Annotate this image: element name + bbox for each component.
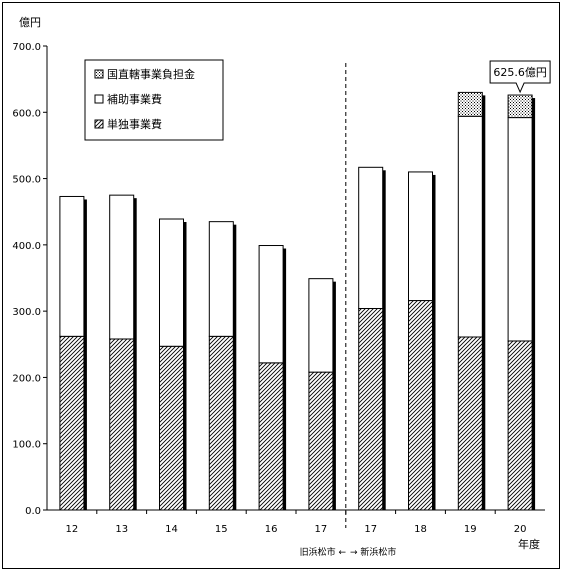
x-tick-label: 17 xyxy=(364,524,377,535)
legend-swatch-white xyxy=(94,94,104,104)
bar-segment xyxy=(507,117,533,342)
bar-segment xyxy=(109,194,135,340)
legend-swatch-hatch xyxy=(94,119,104,129)
bar-segment xyxy=(457,91,483,117)
bar-segment xyxy=(408,171,433,302)
bar-segment xyxy=(208,335,234,511)
bar-segment xyxy=(59,335,85,511)
legend-label-subsidized: 補助事業費 xyxy=(107,92,162,106)
bar-segment xyxy=(358,307,384,511)
divider-left-label: 旧浜松市 ← xyxy=(300,546,347,558)
legend-swatch-dots xyxy=(94,69,104,79)
y-tick-label: 100.0 xyxy=(12,440,41,451)
bar-segment xyxy=(507,94,533,119)
bar-segment xyxy=(358,166,384,309)
bar-segment xyxy=(457,336,483,511)
x-tick-label: 18 xyxy=(414,524,427,535)
x-tick-label: 19 xyxy=(464,524,477,535)
bar-segment xyxy=(59,195,85,337)
y-unit-label: 億円 xyxy=(19,16,41,29)
total-callout: 625.6億円 xyxy=(489,60,551,94)
y-tick-label: 500.0 xyxy=(12,175,41,186)
legend-label-independent: 単独事業費 xyxy=(107,117,162,131)
y-tick-label: 600.0 xyxy=(12,108,41,119)
x-tick-label: 15 xyxy=(215,524,228,535)
x-tick-label: 20 xyxy=(514,524,527,535)
y-tick-label: 400.0 xyxy=(12,241,41,252)
bar-segment xyxy=(258,362,284,511)
legend-box xyxy=(84,59,224,141)
x-tick-label: 14 xyxy=(165,524,178,535)
x-tick-label: 12 xyxy=(66,524,79,535)
bar-segment xyxy=(258,245,284,364)
bar-segment xyxy=(507,340,533,511)
chart-frame: 億円 0.0 100.0 200.0 300.0 400.0 500.0 600.0 700.… xyxy=(2,2,560,569)
x-tick-label: 13 xyxy=(115,524,128,535)
legend-label-national: 国直轄事業負担金 xyxy=(107,67,195,81)
bar-segment xyxy=(308,278,334,373)
bar-segment xyxy=(308,371,334,511)
bar-segment xyxy=(408,300,433,511)
stacked-bar-chart: 億円 0.0 100.0 200.0 300.0 400.0 500.0 600.0 700.… xyxy=(12,16,551,558)
bar-segment xyxy=(159,218,184,347)
y-tick-label: 700.0 xyxy=(12,42,41,53)
bar-segment xyxy=(457,115,483,338)
x-tick-label: 16 xyxy=(265,524,278,535)
x-unit-label: 年度 xyxy=(518,537,540,551)
legend: 国直轄事業負担金 補助事業費 単独事業費 xyxy=(84,59,224,141)
callout-bubble xyxy=(489,60,551,94)
divider-right-label: → 新浜松市 xyxy=(350,546,396,558)
bar-segment xyxy=(109,338,135,511)
bar-segment xyxy=(208,221,234,337)
callout-text: 625.6億円 xyxy=(493,66,547,79)
bar-segment xyxy=(159,345,184,511)
y-tick-label: 200.0 xyxy=(12,373,41,384)
y-tick-label: 0.0 xyxy=(25,506,41,517)
y-tick-label: 300.0 xyxy=(12,307,41,318)
x-tick-label: 17 xyxy=(315,524,328,535)
